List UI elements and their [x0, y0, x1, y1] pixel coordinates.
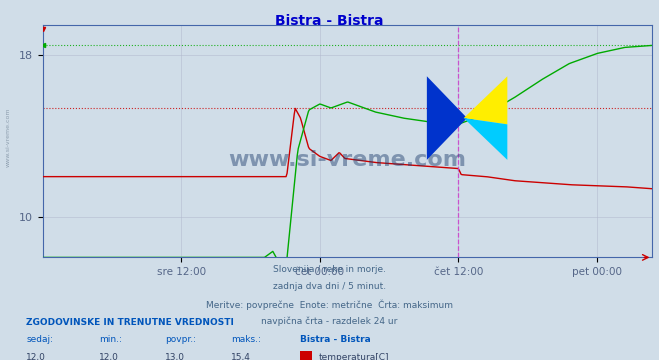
Polygon shape: [427, 76, 467, 160]
Text: sedaj:: sedaj:: [26, 335, 53, 344]
Text: zadnja dva dni / 5 minut.: zadnja dva dni / 5 minut.: [273, 282, 386, 291]
Text: temperatura[C]: temperatura[C]: [318, 353, 389, 360]
Text: 12,0: 12,0: [99, 353, 119, 360]
Text: Bistra - Bistra: Bistra - Bistra: [275, 14, 384, 28]
Polygon shape: [464, 118, 507, 160]
Text: Bistra - Bistra: Bistra - Bistra: [300, 335, 370, 344]
Text: 13,0: 13,0: [165, 353, 185, 360]
Text: ZGODOVINSKE IN TRENUTNE VREDNOSTI: ZGODOVINSKE IN TRENUTNE VREDNOSTI: [26, 318, 234, 327]
Text: www.si-vreme.com: www.si-vreme.com: [5, 107, 11, 167]
Polygon shape: [464, 76, 507, 124]
Text: 12,0: 12,0: [26, 353, 46, 360]
Text: Slovenija / reke in morje.: Slovenija / reke in morje.: [273, 265, 386, 274]
Text: 15,4: 15,4: [231, 353, 250, 360]
Text: www.si-vreme.com: www.si-vreme.com: [229, 150, 467, 170]
Text: Meritve: povprečne  Enote: metrične  Črta: maksimum: Meritve: povprečne Enote: metrične Črta:…: [206, 299, 453, 310]
Text: maks.:: maks.:: [231, 335, 260, 344]
Text: min.:: min.:: [99, 335, 122, 344]
Text: povpr.:: povpr.:: [165, 335, 196, 344]
Text: navpična črta - razdelek 24 ur: navpična črta - razdelek 24 ur: [262, 316, 397, 326]
